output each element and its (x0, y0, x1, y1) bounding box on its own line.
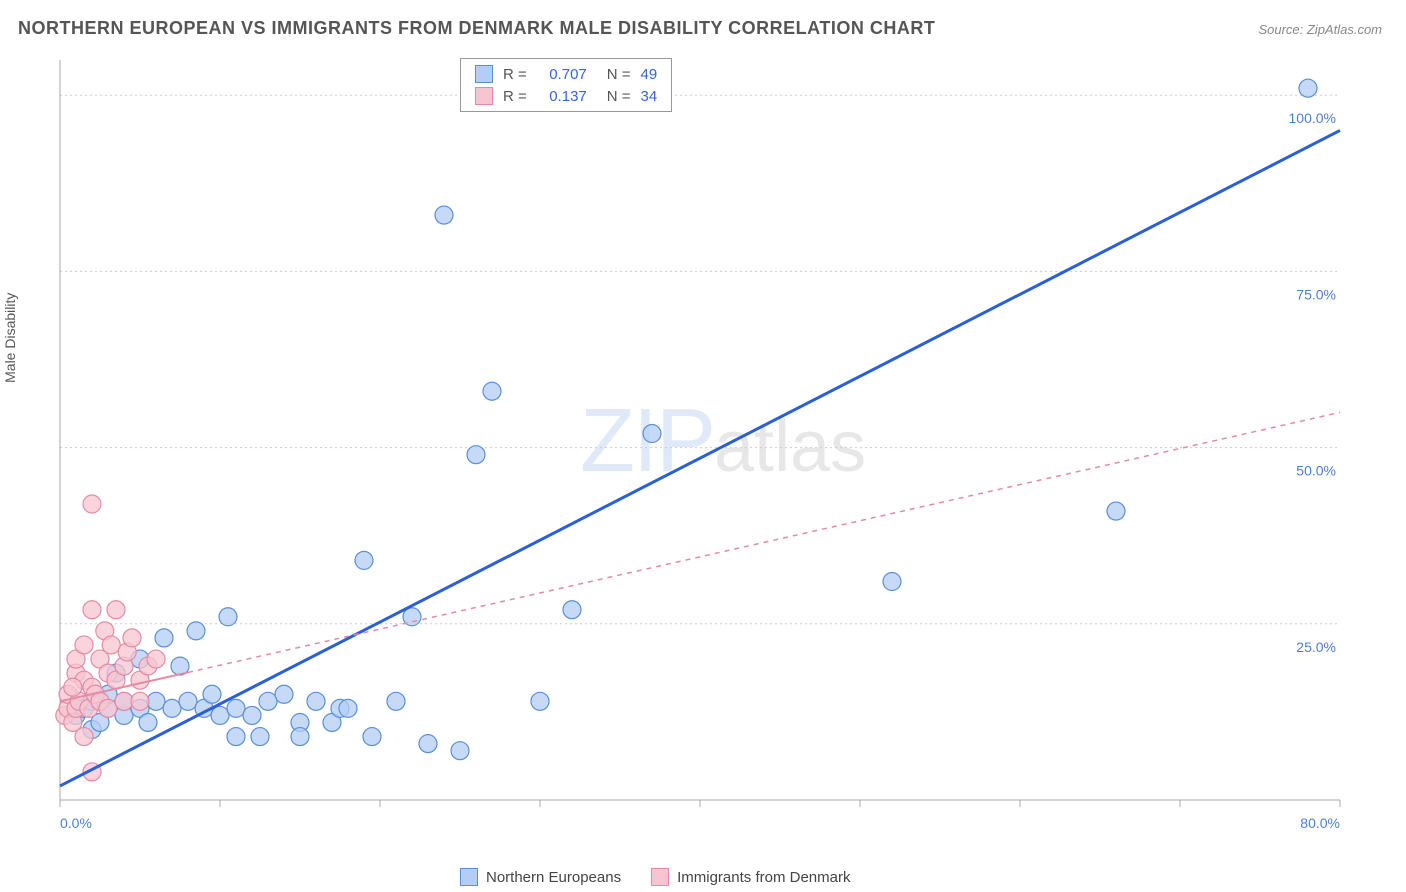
r-value: 0.137 (537, 88, 587, 105)
n-value: 34 (641, 88, 658, 105)
legend-row-2: R = 0.137 N = 34 (461, 85, 671, 107)
r-label: R = (503, 88, 527, 105)
legend-swatch-pink (651, 868, 669, 886)
legend-label: Immigrants from Denmark (677, 869, 850, 886)
n-label: N = (607, 66, 631, 83)
r-value: 0.707 (537, 66, 587, 83)
svg-text:75.0%: 75.0% (1296, 286, 1336, 302)
r-label: R = (503, 66, 527, 83)
source-attribution: Source: ZipAtlas.com (1258, 22, 1382, 37)
chart-title: NORTHERN EUROPEAN VS IMMIGRANTS FROM DEN… (18, 18, 935, 39)
n-value: 49 (641, 66, 658, 83)
scatter-chart: 25.0% 50.0% 75.0% 100.0% 0.0% 80.0% (50, 50, 1380, 840)
y-axis-label: Male Disability (2, 293, 18, 383)
correlation-legend: R = 0.707 N = 49 R = 0.137 N = 34 (460, 58, 672, 112)
legend-item-denmark: Immigrants from Denmark (651, 868, 850, 886)
legend-label: Northern Europeans (486, 869, 621, 886)
legend-swatch-blue (475, 65, 493, 83)
svg-text:80.0%: 80.0% (1300, 815, 1340, 831)
chart-container: 25.0% 50.0% 75.0% 100.0% 0.0% 80.0% (50, 50, 1380, 840)
legend-swatch-blue (460, 868, 478, 886)
svg-text:100.0%: 100.0% (1289, 110, 1336, 126)
legend-swatch-pink (475, 87, 493, 105)
series-legend: Northern Europeans Immigrants from Denma… (460, 868, 850, 886)
legend-row-1: R = 0.707 N = 49 (461, 63, 671, 85)
legend-item-northern: Northern Europeans (460, 868, 621, 886)
svg-text:0.0%: 0.0% (60, 815, 92, 831)
svg-text:50.0%: 50.0% (1296, 463, 1336, 479)
svg-text:25.0%: 25.0% (1296, 639, 1336, 655)
n-label: N = (607, 88, 631, 105)
